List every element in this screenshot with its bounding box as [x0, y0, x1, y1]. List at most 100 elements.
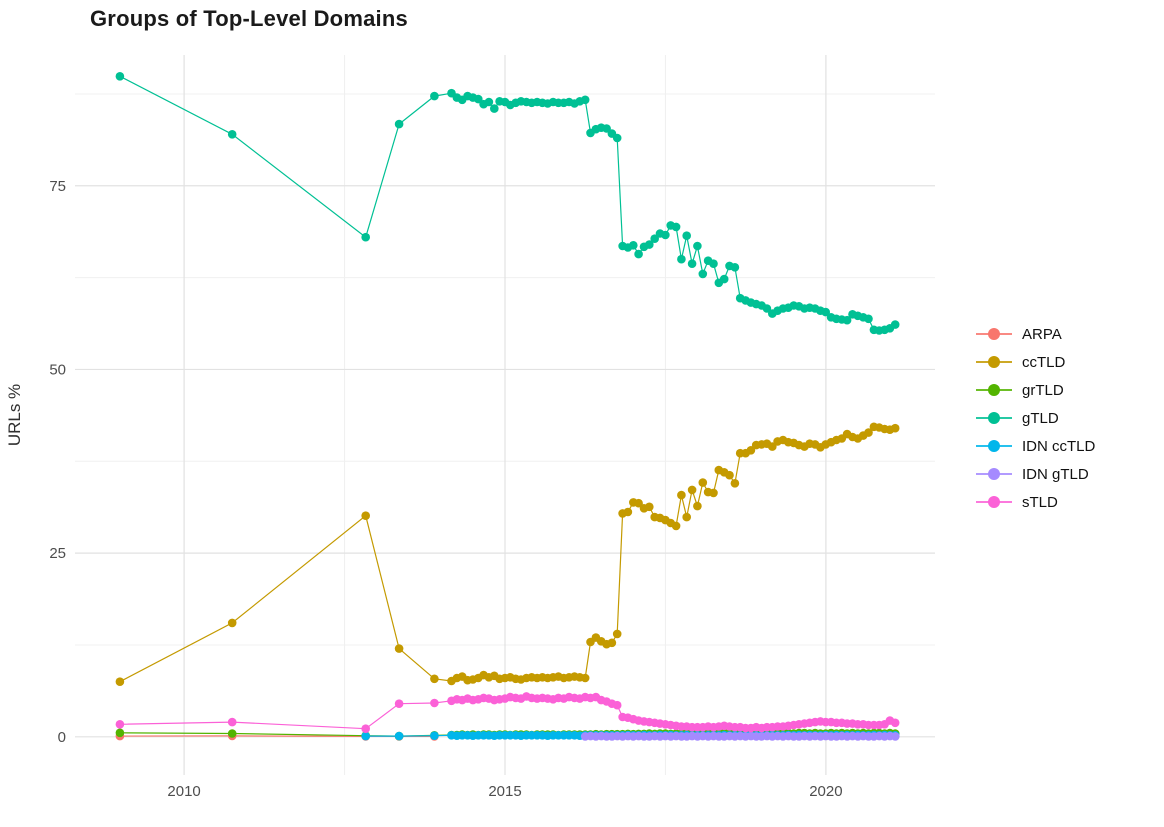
- legend-item-idn-gtld: IDN gTLD: [976, 460, 1095, 488]
- data-point: [361, 511, 371, 520]
- major-gridlines: [75, 55, 935, 775]
- legend-item-stld: sTLD: [976, 488, 1095, 516]
- legend-key-dot: [988, 328, 1000, 340]
- legend-item-gtld: gTLD: [976, 404, 1095, 432]
- legend-item-arpa: ARPA: [976, 320, 1095, 348]
- data-point: [671, 222, 681, 232]
- legend-label: grTLD: [1022, 381, 1064, 399]
- x-tick-label: 2020: [809, 783, 842, 800]
- data-point: [730, 263, 740, 272]
- data-point: [484, 97, 494, 107]
- series-cctld: [115, 422, 900, 686]
- data-point: [580, 673, 590, 683]
- data-point: [682, 512, 691, 522]
- y-tick-label: 50: [49, 361, 66, 378]
- data-point: [394, 731, 404, 741]
- data-point: [677, 254, 686, 264]
- legend: ARPA ccTLD grTLD gTLD IDN ccTLD IDN gTLD sTLD: [976, 320, 1095, 516]
- legend-label: ccTLD: [1022, 353, 1066, 371]
- data-point: [394, 119, 404, 129]
- data-point: [864, 314, 873, 324]
- legend-key-dot: [988, 468, 1000, 480]
- y-tick-label: 25: [49, 545, 66, 562]
- data-point: [890, 320, 900, 329]
- series-stld: [115, 692, 900, 733]
- data-point: [864, 428, 873, 437]
- data-point: [677, 490, 686, 500]
- data-point: [227, 717, 237, 727]
- series-idn-gtld: [580, 731, 900, 741]
- y-tick-label: 0: [58, 729, 66, 746]
- series-line: [119, 75, 896, 332]
- data-point: [709, 488, 718, 498]
- data-point: [746, 446, 756, 455]
- data-point: [612, 133, 622, 143]
- data-point: [842, 315, 852, 325]
- data-point: [394, 699, 404, 708]
- data-point: [693, 241, 702, 251]
- legend-key-icon: [976, 493, 1012, 511]
- data-point: [687, 259, 697, 269]
- data-point: [490, 104, 499, 113]
- data-point: [725, 470, 734, 480]
- data-point: [115, 720, 125, 729]
- y-axis-title: URLs %: [5, 384, 24, 446]
- data-point: [612, 629, 622, 639]
- data-point: [629, 241, 638, 250]
- legend-item-idn-cctld: IDN ccTLD: [976, 432, 1095, 460]
- data-point: [227, 130, 237, 139]
- data-point: [693, 501, 702, 511]
- legend-item-grtld: grTLD: [976, 376, 1095, 404]
- data-point: [612, 700, 622, 710]
- data-point: [768, 442, 777, 451]
- data-point: [634, 498, 643, 508]
- data-point: [698, 269, 708, 279]
- data-point: [687, 485, 697, 495]
- legend-key-dot: [988, 440, 1000, 452]
- data-point: [580, 95, 590, 105]
- legend-key-icon: [976, 465, 1012, 483]
- legend-label: ARPA: [1022, 325, 1062, 343]
- data-point: [394, 644, 404, 653]
- data-point: [891, 732, 900, 741]
- axis-tick-labels: 0 25 50 75 2010 2015 2020: [49, 178, 842, 800]
- data-point: [645, 502, 654, 512]
- data-point: [115, 677, 125, 686]
- legend-key-dot: [988, 412, 1000, 424]
- data-point: [607, 638, 617, 648]
- x-tick-label: 2015: [488, 783, 521, 800]
- data-point: [602, 124, 611, 133]
- data-point: [474, 94, 483, 104]
- data-point: [762, 304, 772, 313]
- y-tick-label: 75: [49, 178, 66, 195]
- data-point: [890, 718, 900, 728]
- data-point: [115, 728, 125, 738]
- legend-label: gTLD: [1022, 409, 1059, 427]
- data-point: [361, 232, 371, 242]
- chart-title: Groups of Top-Level Domains: [90, 6, 408, 31]
- legend-key-icon: [976, 381, 1012, 399]
- legend-key-dot: [988, 356, 1000, 368]
- legend-label: IDN gTLD: [1022, 465, 1089, 483]
- data-point: [361, 731, 371, 741]
- data-point: [682, 231, 691, 240]
- data-point: [115, 72, 125, 81]
- data-point: [661, 230, 670, 240]
- data-point: [890, 423, 900, 433]
- legend-key-icon: [976, 437, 1012, 455]
- data-point: [650, 234, 659, 243]
- data-series-layer: [115, 72, 900, 741]
- data-point: [671, 521, 681, 531]
- data-point: [430, 91, 439, 101]
- legend-key-icon: [976, 353, 1012, 371]
- data-point: [227, 618, 237, 628]
- legend-key-icon: [976, 325, 1012, 343]
- data-point: [730, 479, 740, 488]
- legend-label: sTLD: [1022, 493, 1058, 511]
- legend-item-cctld: ccTLD: [976, 348, 1095, 376]
- data-point: [719, 274, 729, 284]
- legend-key-dot: [988, 496, 1000, 508]
- legend-label: IDN ccTLD: [1022, 437, 1096, 455]
- data-point: [821, 307, 830, 317]
